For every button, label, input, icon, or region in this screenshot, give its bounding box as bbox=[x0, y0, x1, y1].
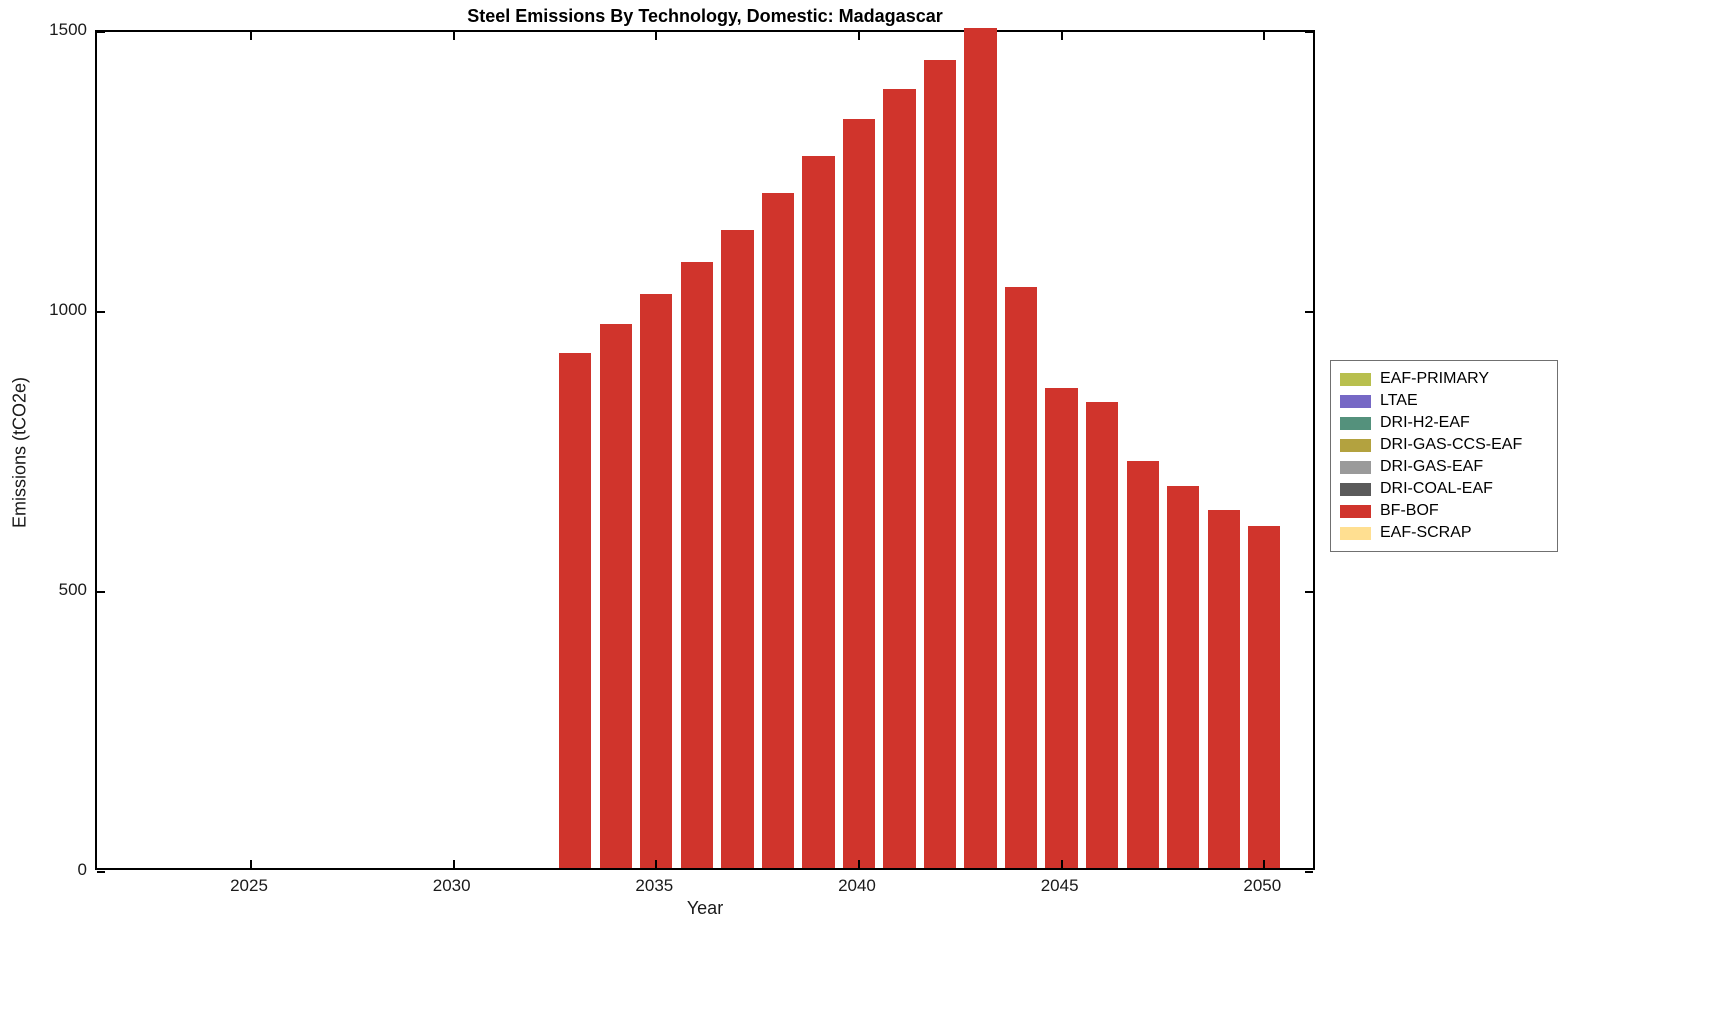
bar-bf-bof-2035 bbox=[640, 294, 673, 868]
bar-bf-bof-2042 bbox=[923, 59, 957, 868]
x-tick bbox=[857, 32, 860, 40]
x-tick bbox=[452, 32, 455, 40]
bar-bf-bof-2038 bbox=[761, 193, 795, 868]
legend-item-dri-gas-eaf: DRI-GAS-EAF bbox=[1340, 456, 1548, 478]
x-tick bbox=[655, 32, 658, 40]
bar-bf-bof-2041 bbox=[883, 88, 916, 868]
legend-swatch-icon bbox=[1340, 482, 1371, 496]
legend-swatch-icon bbox=[1340, 504, 1371, 518]
legend-item-dri-h2-eaf: DRI-H2-EAF bbox=[1340, 412, 1548, 434]
legend-swatch-icon bbox=[1340, 372, 1371, 386]
bar-bf-bof-2040 bbox=[842, 118, 876, 868]
bar-bf-bof-2045 bbox=[1045, 388, 1078, 868]
y-tick bbox=[1305, 871, 1313, 873]
x-tick bbox=[857, 860, 860, 868]
y-tick bbox=[1305, 311, 1313, 313]
legend-swatch-icon bbox=[1340, 526, 1371, 540]
legend-label: DRI-COAL-EAF bbox=[1380, 480, 1493, 497]
legend-label: DRI-H2-EAF bbox=[1380, 414, 1470, 431]
legend-label: EAF-SCRAP bbox=[1380, 524, 1472, 541]
x-tick bbox=[1060, 860, 1063, 868]
legend-item-bf-bof: BF-BOF bbox=[1340, 500, 1548, 522]
legend-swatch-icon bbox=[1340, 394, 1371, 408]
x-tick bbox=[250, 32, 253, 40]
chart-title: Steel Emissions By Technology, Domestic:… bbox=[467, 6, 943, 26]
legend: EAF-PRIMARY LTAE DRI-H2-EAF DRI-GAS-CCS-EAF… bbox=[1330, 360, 1558, 552]
y-tick bbox=[1305, 591, 1313, 593]
legend-swatch-icon bbox=[1340, 438, 1371, 452]
bar-bf-bof-2048 bbox=[1167, 486, 1200, 868]
x-tick bbox=[452, 860, 455, 868]
legend-label: EAF-PRIMARY bbox=[1380, 370, 1490, 387]
x-tick-label: 2030 bbox=[432, 876, 471, 895]
y-tick bbox=[97, 311, 105, 313]
bar-bf-bof-2050 bbox=[1248, 525, 1281, 868]
x-tick-label: 2045 bbox=[1040, 876, 1079, 895]
bar-bf-bof-2046 bbox=[1086, 402, 1119, 868]
legend-swatch-icon bbox=[1340, 460, 1371, 474]
x-tick-label: 2040 bbox=[838, 876, 876, 895]
y-tick bbox=[97, 591, 105, 593]
x-tick-label: 2025 bbox=[230, 876, 268, 895]
plot-area bbox=[95, 28, 1315, 873]
bar-bf-bof-2036 bbox=[680, 262, 714, 868]
y-tick-label: 500 bbox=[58, 580, 87, 599]
x-axis-label: Year bbox=[686, 898, 724, 918]
bar-bf-bof-2044 bbox=[1004, 287, 1038, 868]
y-tick-label: 0 bbox=[77, 860, 87, 879]
y-tick-label: 1000 bbox=[49, 300, 87, 319]
legend-label: DRI-GAS-CCS-EAF bbox=[1380, 436, 1523, 453]
legend-label: LTAE bbox=[1380, 392, 1418, 409]
bar-bf-bof-2047 bbox=[1126, 460, 1159, 868]
bar-bf-bof-2043 bbox=[964, 28, 997, 868]
x-tick-label: 2050 bbox=[1243, 876, 1282, 895]
legend-swatch-icon bbox=[1340, 416, 1371, 430]
legend-item-dri-coal-eaf: DRI-COAL-EAF bbox=[1340, 478, 1548, 500]
y-tick bbox=[1305, 31, 1313, 33]
bar-bf-bof-2049 bbox=[1207, 510, 1240, 868]
bar-bf-bof-2033 bbox=[559, 352, 592, 868]
legend-label: BF-BOF bbox=[1380, 502, 1439, 519]
y-tick bbox=[97, 31, 105, 33]
y-tick-label: 1500 bbox=[49, 20, 87, 39]
x-tick bbox=[1263, 32, 1266, 40]
x-tick bbox=[250, 860, 253, 868]
legend-item-ltae: LTAE bbox=[1340, 390, 1548, 412]
x-tick bbox=[1060, 32, 1063, 40]
bar-bf-bof-2037 bbox=[721, 229, 754, 868]
legend-label: DRI-GAS-EAF bbox=[1380, 458, 1484, 475]
x-tick bbox=[1263, 860, 1266, 868]
bar-bf-bof-2034 bbox=[599, 323, 632, 868]
x-tick-label: 2035 bbox=[635, 876, 674, 895]
legend-item-dri-gas-ccs-eaf: DRI-GAS-CCS-EAF bbox=[1340, 434, 1548, 456]
bar-bf-bof-2039 bbox=[802, 155, 835, 868]
y-tick bbox=[97, 871, 105, 873]
x-tick bbox=[655, 860, 658, 868]
legend-item-eaf-primary: EAF-PRIMARY bbox=[1340, 368, 1548, 390]
legend-item-eaf-scrap: EAF-SCRAP bbox=[1340, 522, 1548, 544]
